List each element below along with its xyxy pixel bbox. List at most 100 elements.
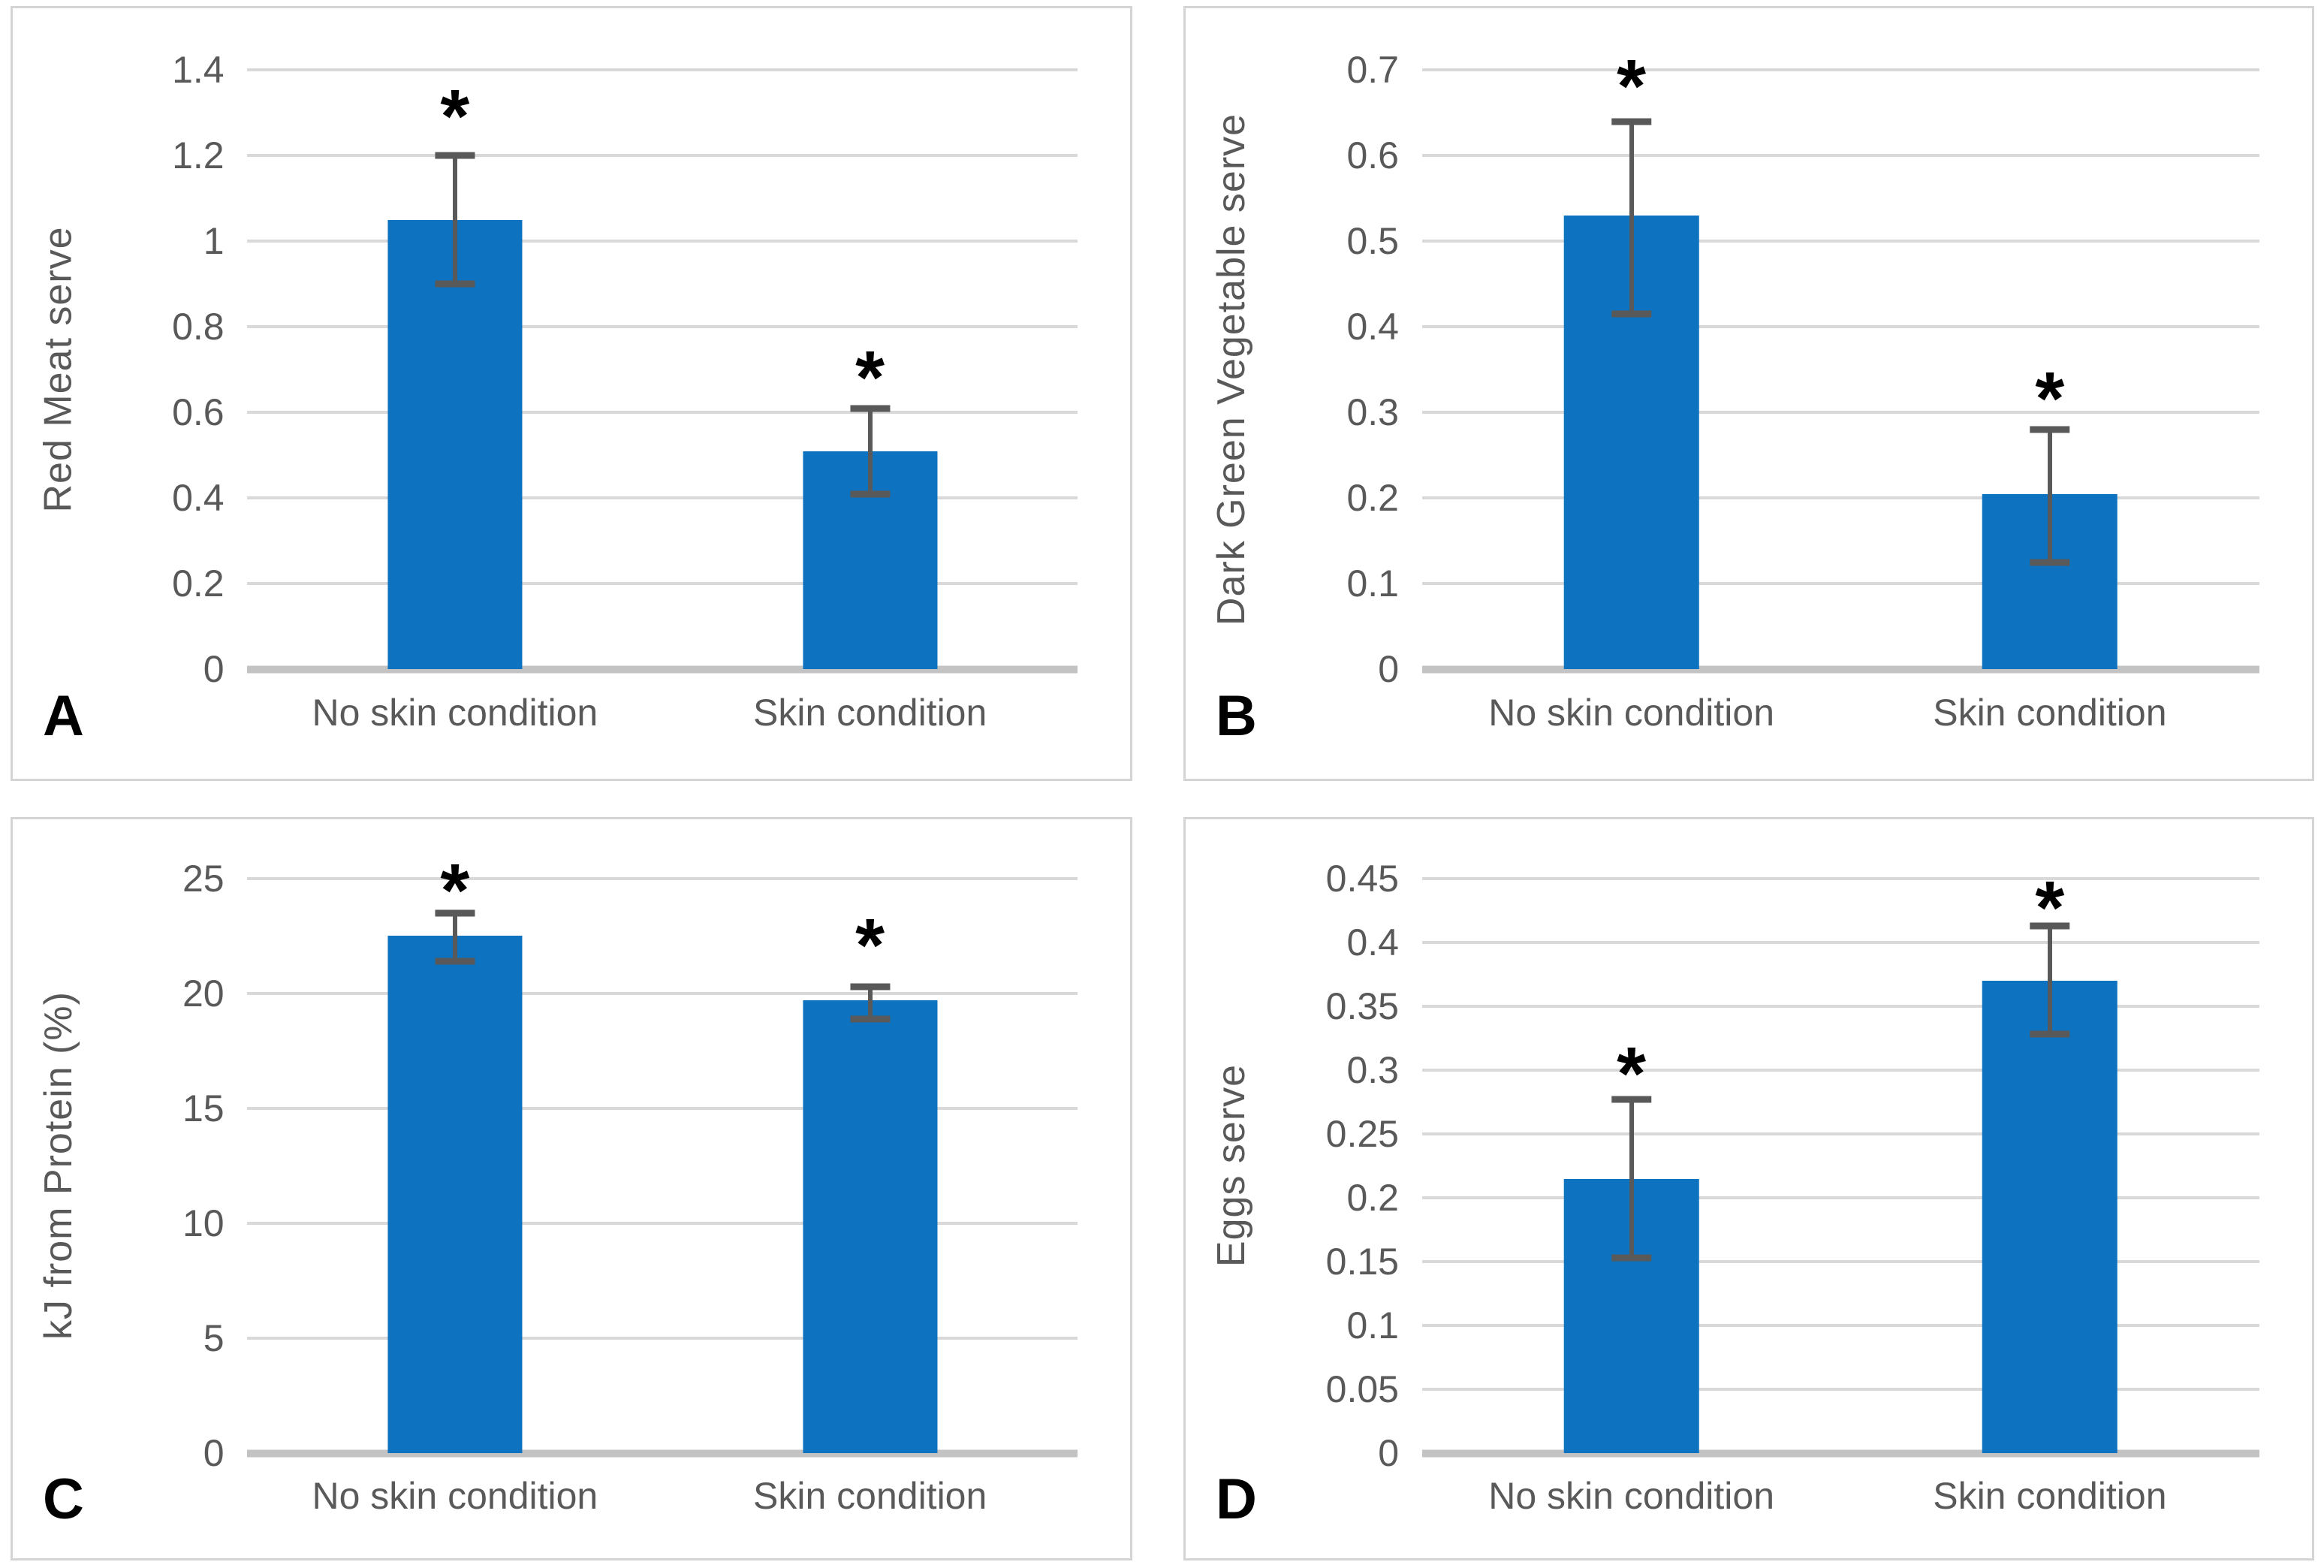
significance-asterisk: *: [440, 848, 470, 933]
y-tick-label: 0.4: [1346, 306, 1399, 348]
gridline: [247, 325, 1078, 329]
error-bar-cap-top: [435, 909, 475, 917]
error-bar-stem: [867, 408, 873, 494]
y-axis-ticks: 0 0.1 0.2 0.3 0.4 0.5 0.6 0.7: [1186, 51, 1411, 688]
error-bar-cap-top: [1611, 1096, 1652, 1103]
error-bar-cap-bottom: [850, 490, 891, 498]
x-category-label: Skin condition: [752, 1474, 987, 1517]
panel-d: Eggs serve 0 0.05 0.1 0.15 0.2 0.25 0.3 0.35 0.4…: [1183, 817, 2314, 1560]
error-bar-stem: [2047, 430, 2052, 562]
error-bar-cap-bottom: [1611, 1254, 1652, 1262]
bar-skin-condition: [1982, 980, 2118, 1454]
gridline: [1422, 240, 2259, 243]
y-tick-label: 0.1: [1346, 1304, 1399, 1347]
x-category-label: No skin condition: [312, 1474, 598, 1517]
x-axis-line: [247, 665, 1078, 674]
error-bar-stem: [452, 912, 457, 961]
error-bar-cap-bottom: [2030, 559, 2070, 566]
error-bar-cap-bottom: [850, 1015, 891, 1023]
significance-asterisk: *: [2035, 865, 2065, 950]
y-tick-label: 10: [182, 1202, 225, 1245]
y-tick-label: 0.2: [172, 562, 225, 605]
gridline: [247, 240, 1078, 243]
gridline: [1422, 1260, 2259, 1264]
x-axis-line: [247, 1449, 1078, 1458]
error-bar-cap-top: [2030, 922, 2070, 930]
y-tick-label: 0: [1378, 1432, 1399, 1475]
x-axis-labels: No skin condition Skin condition: [1422, 1474, 2259, 1533]
error-bar-cap-top: [850, 405, 891, 412]
gridline: [1422, 876, 2259, 880]
error-bar-cap-top: [850, 983, 891, 991]
plot-area: * *: [1422, 49, 2259, 674]
y-tick-label: 0.2: [1346, 477, 1399, 520]
panel-letter: A: [43, 683, 84, 748]
y-tick-label: 0.3: [1346, 1048, 1399, 1091]
gridline: [247, 876, 1078, 880]
y-axis-ticks: 0 0.2 0.4 0.6 0.8 1 1.2 1.4: [13, 51, 237, 688]
gridline: [1422, 1324, 2259, 1328]
bar-skin-condition: [803, 1000, 938, 1454]
panel-letter: B: [1216, 683, 1257, 748]
error-bar-stem: [452, 155, 457, 285]
gridline: [1422, 154, 2259, 158]
x-axis-labels: No skin condition Skin condition: [247, 691, 1078, 752]
y-tick-label: 0: [203, 648, 225, 691]
x-axis-labels: No skin condition Skin condition: [1422, 691, 2259, 752]
significance-asterisk: *: [1617, 44, 1647, 129]
y-tick-label: 0.8: [172, 306, 225, 348]
gridline: [1422, 582, 2259, 586]
x-axis-line: [1422, 665, 2259, 674]
y-tick-label: 0.3: [1346, 391, 1399, 434]
y-tick-label: 0.4: [172, 477, 225, 520]
gridline: [247, 991, 1078, 995]
y-tick-label: 0.25: [1325, 1112, 1399, 1155]
gridline: [1422, 1004, 2259, 1008]
y-tick-label: 15: [182, 1087, 225, 1129]
error-bar-stem: [867, 986, 873, 1019]
gridline: [1422, 325, 2259, 329]
y-axis-ticks: 0 5 10 15 20 25: [13, 860, 237, 1473]
significance-asterisk: *: [855, 903, 885, 988]
error-bar-cap-bottom: [435, 280, 475, 288]
error-bar-cap-top: [1611, 118, 1652, 125]
gridline: [1422, 1196, 2259, 1200]
significance-asterisk: *: [440, 74, 470, 158]
x-axis-line: [1422, 1449, 2259, 1458]
panel-letter: D: [1216, 1467, 1257, 1531]
gridline: [247, 411, 1078, 415]
x-category-label: Skin condition: [1933, 1474, 2167, 1517]
y-tick-label: 0.6: [1346, 134, 1399, 177]
gridline: [247, 1337, 1078, 1340]
panel-c: kJ from Protein (%) 0 5 10 15 20 25 * * No ski…: [11, 817, 1132, 1560]
x-category-label: No skin condition: [1488, 1474, 1775, 1517]
bar-no-skin-condition: [387, 936, 523, 1454]
y-tick-label: 1: [203, 220, 225, 263]
significance-asterisk: *: [2035, 357, 2065, 442]
gridline: [247, 496, 1078, 500]
plot-area: * *: [1422, 870, 2259, 1458]
gridline: [1422, 411, 2259, 415]
panel-letter: C: [43, 1467, 84, 1531]
gridline: [247, 68, 1078, 72]
x-category-label: No skin condition: [312, 692, 598, 734]
y-tick-label: 0.45: [1325, 857, 1399, 900]
y-tick-label: 25: [182, 857, 225, 900]
x-axis-labels: No skin condition Skin condition: [247, 1474, 1078, 1533]
y-tick-label: 20: [182, 972, 225, 1015]
y-tick-label: 0: [203, 1432, 225, 1475]
x-category-label: Skin condition: [1933, 692, 2167, 734]
y-tick-label: 0.35: [1325, 985, 1399, 1027]
error-bar-cap-bottom: [1611, 310, 1652, 318]
error-bar-cap-top: [435, 152, 475, 159]
panel-a: Red Meat serve 0 0.2 0.4 0.6 0.8 1 1.2 1.4 * * N…: [11, 6, 1132, 781]
y-tick-label: 0.7: [1346, 49, 1399, 92]
error-bar-stem: [1629, 1099, 1634, 1258]
y-tick-label: 0.1: [1346, 562, 1399, 605]
gridline: [247, 154, 1078, 158]
gridline: [247, 1106, 1078, 1110]
x-category-label: No skin condition: [1488, 692, 1775, 734]
error-bar-stem: [2047, 925, 2052, 1035]
y-tick-label: 1.4: [172, 49, 225, 92]
